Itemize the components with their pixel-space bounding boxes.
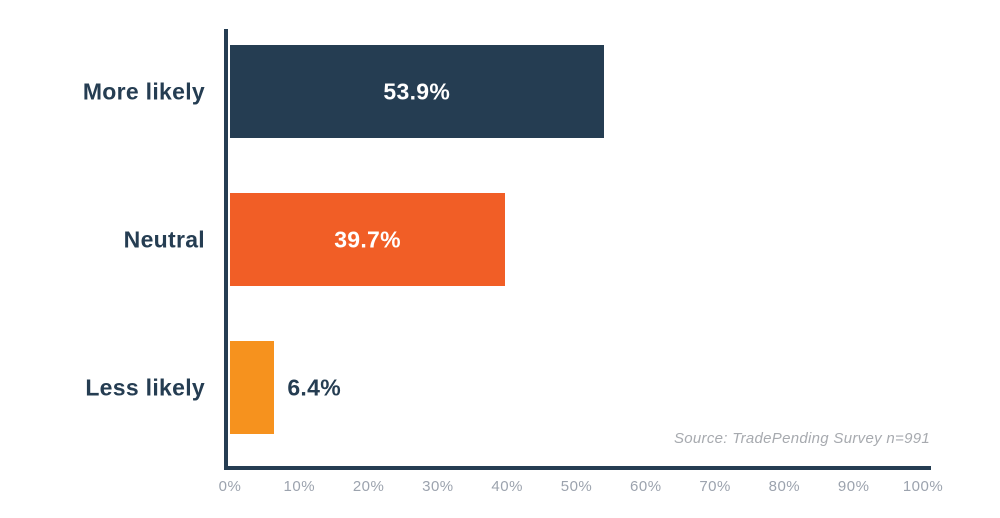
x-tick-label: 0% xyxy=(218,478,242,495)
y-axis-line xyxy=(224,29,228,470)
category-label: Neutral xyxy=(123,226,205,252)
category-label: More likely xyxy=(82,78,205,104)
bar xyxy=(230,341,275,434)
x-tick-label: 90% xyxy=(837,478,870,495)
x-tick-label: 50% xyxy=(560,478,593,495)
category-label: Less likely xyxy=(85,374,205,400)
x-tick-label: 40% xyxy=(491,478,523,495)
source-note: Source: TradePending Survey n=991 xyxy=(673,430,930,447)
bar-value-label: 53.9% xyxy=(383,78,451,104)
bar-value-label: 39.7% xyxy=(334,226,401,252)
x-tick-label: 20% xyxy=(352,478,385,495)
x-tick-label: 100% xyxy=(902,478,944,495)
x-axis-line xyxy=(224,466,931,470)
x-tick-label: 80% xyxy=(768,478,801,495)
x-tick-label: 30% xyxy=(422,478,454,495)
x-tick-label: 70% xyxy=(699,478,731,495)
x-tick-label: 10% xyxy=(283,478,316,495)
bar-value-label: 6.4% xyxy=(287,374,341,400)
bar xyxy=(230,45,604,138)
bar xyxy=(230,193,506,286)
x-tick-label: 60% xyxy=(630,478,662,495)
